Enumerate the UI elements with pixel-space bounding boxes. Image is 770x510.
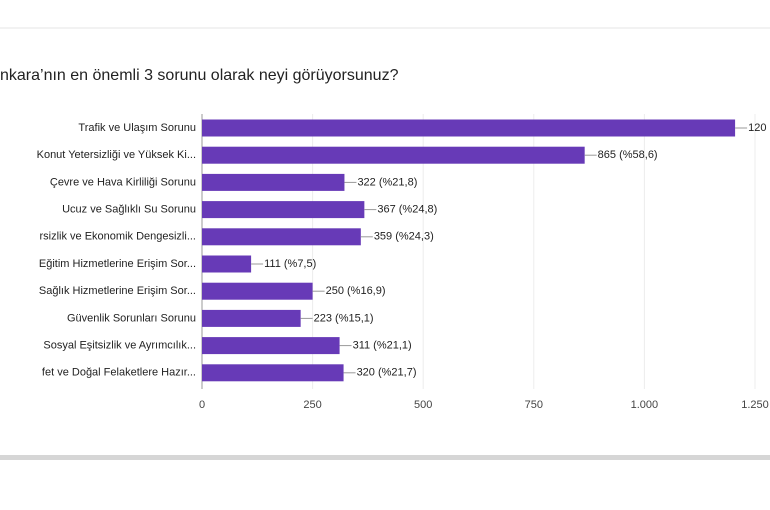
y-tick-label: Ucuz ve Sağlıklı Su Sorunu — [62, 204, 196, 216]
bar — [202, 255, 252, 273]
bar — [202, 309, 301, 327]
bar — [202, 337, 340, 355]
frame-shadow — [0, 455, 770, 460]
value-label: 865 (%58,6) — [598, 149, 658, 161]
y-tick-label: Çevre ve Hava Kirliliği Sorunu — [50, 176, 196, 188]
y-tick-label: Eğitim Hizmetlerine Erişim Sor... — [39, 258, 196, 270]
value-label: 359 (%24,3) — [374, 231, 434, 243]
bar — [202, 146, 585, 164]
x-tick-label: 250 — [303, 399, 321, 411]
value-label: 250 (%16,9) — [326, 285, 386, 297]
chart-title: nkara’nın en önemli 3 sorunu olarak neyi… — [0, 67, 399, 84]
value-label: 320 (%21,7) — [357, 367, 417, 379]
x-tick-label: 0 — [199, 399, 205, 411]
x-tick-label: 1.000 — [631, 399, 659, 411]
bar — [202, 282, 313, 300]
y-tick-label: Sosyal Eşitsizlik ve Ayrımcılık... — [43, 340, 196, 352]
y-tick-label: Güvenlik Sorunları Sorunu — [67, 312, 196, 324]
value-label: 223 (%15,1) — [314, 312, 374, 324]
y-tick-label: Sağlık Hizmetlerine Erişim Sor... — [39, 285, 196, 297]
x-tick-label: 500 — [414, 399, 432, 411]
y-tick-label: rsizlik ve Ekonomik Dengesizli... — [40, 231, 197, 243]
y-tick-label: Trafik ve Ulaşım Sorunu — [78, 122, 196, 134]
y-tick-label: fet ve Doğal Felaketlere Hazır... — [42, 367, 196, 379]
x-tick-label: 1.250 — [741, 399, 769, 411]
value-label: 120 — [748, 122, 766, 134]
bar — [202, 119, 736, 137]
value-label: 322 (%21,8) — [357, 176, 417, 188]
y-tick-label: Konut Yetersizliği ve Yüksek Ki... — [37, 149, 196, 161]
bar — [202, 201, 365, 219]
bar — [202, 364, 344, 382]
value-label: 111 (%7,5) — [264, 258, 316, 270]
x-tick-label: 750 — [525, 399, 543, 411]
bar — [202, 228, 361, 246]
bar — [202, 173, 345, 191]
value-label: 367 (%24,8) — [377, 204, 437, 216]
value-label: 311 (%21,1) — [353, 340, 412, 352]
